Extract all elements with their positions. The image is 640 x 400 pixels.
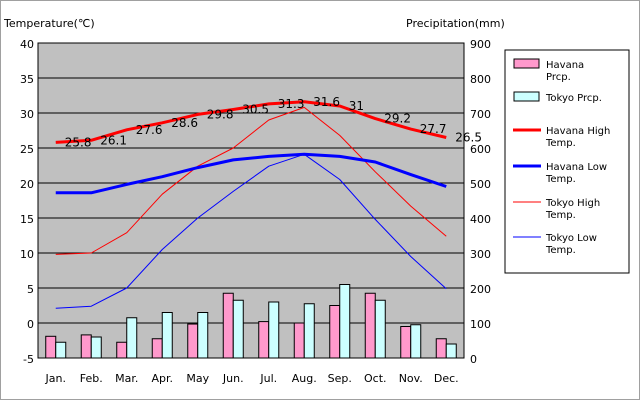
data-label: 26.5 [455, 131, 482, 145]
left-tick-label: 5 [27, 283, 34, 296]
gridlines [38, 77, 464, 324]
x-tick-label: Mar. [115, 372, 138, 385]
data-label: 29.2 [384, 112, 411, 126]
bar-havana-prcp [258, 321, 270, 359]
legend-label: Tokyo Low Temp. [545, 233, 597, 256]
x-tick-label: Jun. [222, 372, 244, 385]
left-axis-title: Temperature(℃) [3, 17, 95, 30]
x-axis-ticks: Jan. Feb. Mar. Apr. May Jun. Jul. Aug. Sep. Oct. N… [45, 372, 459, 385]
bar-tokyo-prcp [268, 301, 280, 359]
left-tick-label: -5 [23, 353, 34, 366]
data-label: 27.6 [136, 123, 163, 137]
left-tick-label: 30 [20, 108, 34, 121]
left-tick-label: 20 [20, 178, 34, 191]
line-tokyo-low-temp [55, 153, 447, 309]
data-label: 31.3 [278, 97, 305, 111]
right-tick-label: 600 [470, 143, 491, 156]
legend-swatch [513, 58, 540, 69]
line-havana-low-temp [55, 152, 447, 195]
right-tick-label: 0 [470, 353, 477, 366]
bar-havana-prcp [80, 334, 92, 359]
legend-label: Tokyo High Temp. [545, 198, 600, 221]
bar-havana-prcp [435, 338, 447, 359]
bar-havana-prcp [116, 341, 128, 359]
bar-tokyo-prcp [410, 324, 422, 359]
bar-tokyo-prcp [339, 284, 351, 359]
data-label: 30.5 [242, 103, 269, 117]
right-tick-label: 200 [470, 283, 491, 296]
right-tick-label: 300 [470, 248, 491, 261]
right-tick-label: 100 [470, 318, 491, 331]
right-tick-label: 700 [470, 108, 491, 121]
precipitation-bars [45, 284, 457, 359]
bar-tokyo-prcp [374, 299, 386, 359]
legend-label: Havana Prcp. [546, 60, 584, 83]
line-tokyo-high-temp [55, 106, 447, 255]
bar-tokyo-prcp [55, 341, 67, 359]
data-label: 31 [349, 99, 364, 113]
plot-area [37, 42, 465, 359]
data-label: 27.7 [420, 122, 447, 136]
bar-havana-prcp [222, 292, 234, 359]
data-label: 31.6 [313, 95, 340, 109]
bar-havana-prcp [151, 338, 163, 359]
bar-tokyo-prcp [90, 336, 102, 359]
line-havana-high-temp [55, 100, 447, 144]
legend-label: Tokyo Prcp. [545, 93, 602, 104]
legend-swatch [513, 91, 540, 102]
bar-havana-prcp [45, 335, 57, 359]
x-tick-label: May [186, 372, 209, 385]
right-tick-label: 400 [470, 213, 491, 226]
x-tick-label: Oct. [364, 372, 387, 385]
bar-tokyo-prcp [445, 343, 457, 359]
x-tick-label: Apr. [151, 372, 173, 385]
x-tick-label: Nov. [399, 372, 423, 385]
x-tick-label: Jan. [45, 372, 66, 385]
data-label: 29.8 [207, 107, 234, 121]
data-label: 26.1 [100, 133, 127, 147]
data-label: 25.8 [65, 135, 92, 149]
left-axis-ticks: 40 35 30 25 20 15 10 5 0 -5 [20, 38, 34, 366]
bar-tokyo-prcp [232, 299, 244, 359]
bar-tokyo-prcp [126, 317, 138, 359]
x-tick-label: Feb. [80, 372, 103, 385]
x-tick-label: Sep. [328, 372, 352, 385]
right-tick-label: 500 [470, 178, 491, 191]
legend-label: Havana Low Temp. [545, 162, 607, 185]
left-tick-label: 10 [20, 248, 34, 261]
bar-tokyo-prcp [303, 303, 315, 359]
bar-havana-prcp [187, 323, 199, 359]
left-tick-label: 40 [20, 38, 34, 51]
right-axis-ticks: 900 800 700 600 500 400 300 200 100 0 [470, 38, 491, 366]
x-tick-label: Jul. [259, 372, 277, 385]
right-tick-label: 900 [470, 38, 491, 51]
right-tick-label: 800 [470, 73, 491, 86]
left-tick-label: 0 [27, 318, 34, 331]
right-axis-title: Precipitation(mm) [406, 17, 505, 30]
bar-havana-prcp [400, 326, 412, 359]
x-tick-label: Aug. [292, 372, 317, 385]
bar-havana-prcp [329, 305, 341, 359]
bar-tokyo-prcp [161, 312, 173, 359]
x-tick-label: Dec. [434, 372, 459, 385]
bar-havana-prcp [364, 292, 376, 359]
bar-havana-prcp [293, 322, 305, 359]
left-tick-label: 15 [20, 213, 34, 226]
legend: Havana Prcp. Tokyo Prcp. Havana High Temp. Ha… [504, 49, 630, 274]
legend-label: Havana High Temp. [545, 126, 610, 149]
data-label: 28.6 [171, 116, 198, 130]
temperature-lines [55, 100, 447, 309]
bar-tokyo-prcp [197, 312, 209, 359]
left-tick-label: 35 [20, 73, 34, 86]
data-labels: 25.8 26.1 27.6 28.6 29.8 30.5 31.3 31.6 31 29.2 27… [65, 95, 482, 150]
legend-box [504, 49, 630, 274]
left-tick-label: 25 [20, 143, 34, 156]
